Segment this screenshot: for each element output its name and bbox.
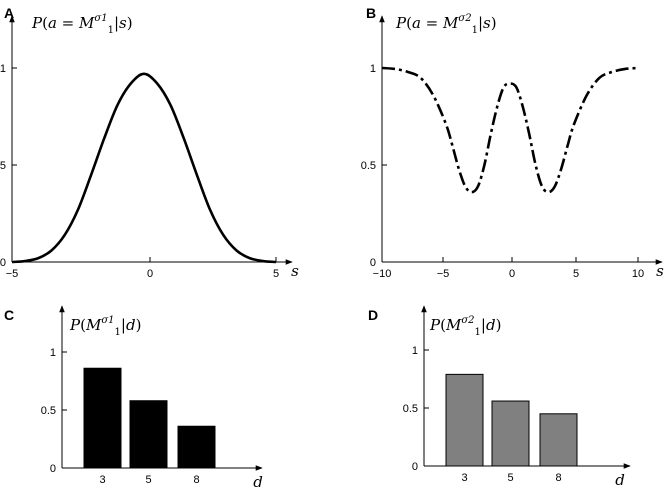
bar: [445, 373, 484, 467]
bar: [539, 413, 578, 467]
x-tick-label: 5: [507, 472, 513, 484]
series-line: [381, 66, 639, 194]
panel-a: A00.51P(a = Mσ11|s)s−505: [0, 5, 299, 280]
x-tick-label: 3: [461, 472, 467, 484]
panel-c: C 0 0.5 1 P(Mσ11|d) d 3 5 8: [4, 305, 263, 488]
panel-letter: C: [4, 307, 14, 323]
series-line: [11, 72, 277, 264]
y-tick-label: 0: [50, 463, 56, 475]
x-tick-label: 3: [99, 474, 105, 486]
x-axis-label: s: [656, 262, 664, 280]
x-tick-label: 5: [573, 268, 579, 280]
y-tick-label: 0.5: [41, 405, 56, 417]
panel-letter: D: [368, 307, 378, 323]
y-axis-title: P(a = Mσ21|s): [395, 13, 497, 36]
x-tick-label: −5: [437, 268, 450, 280]
y-tick-label: 0: [0, 257, 6, 269]
y-tick-label: 0: [412, 461, 418, 473]
bar: [491, 400, 530, 467]
panel-d: D 0 0.5 1 P(Mσ21|d) d 3 5 8: [368, 305, 631, 488]
x-axis-label: s: [291, 262, 299, 280]
x-tick-label: 8: [555, 472, 561, 484]
bar: [129, 400, 168, 469]
bar: [177, 425, 216, 469]
x-tick-label: 10: [632, 268, 644, 280]
x-tick-label: 8: [193, 474, 199, 486]
bar: [83, 367, 122, 469]
y-axis-title: P(Mσ11|d): [69, 315, 141, 338]
x-tick-label: 5: [273, 268, 279, 280]
y-axis-title: P(Mσ21|d): [429, 315, 501, 338]
y-tick-label: 1: [50, 347, 56, 359]
x-tick-label: −5: [6, 268, 19, 280]
y-tick-label: 1: [370, 63, 376, 75]
y-tick-label: 0: [370, 257, 376, 269]
x-tick-label: 0: [147, 268, 153, 280]
y-tick-label: 1: [0, 63, 6, 75]
x-tick-label: 0: [509, 268, 515, 280]
x-tick-label: 5: [145, 474, 151, 486]
x-tick-label: −10: [373, 268, 392, 280]
y-tick-label: 0.5: [403, 403, 418, 415]
x-axis-label: d: [615, 471, 625, 488]
y-tick-label: 0.5: [0, 160, 6, 172]
panel-b: B 0 0.5 1 P(a = Mσ21|s) s −10 −5 0 5 10: [361, 5, 664, 280]
y-tick-label: 0.5: [361, 160, 376, 172]
panel-letter: B: [366, 5, 376, 21]
y-tick-label: 1: [412, 345, 418, 357]
x-axis-label: d: [253, 473, 263, 488]
panel-letter: A: [4, 5, 14, 21]
y-axis-title: P(a = Mσ11|s): [31, 13, 133, 36]
